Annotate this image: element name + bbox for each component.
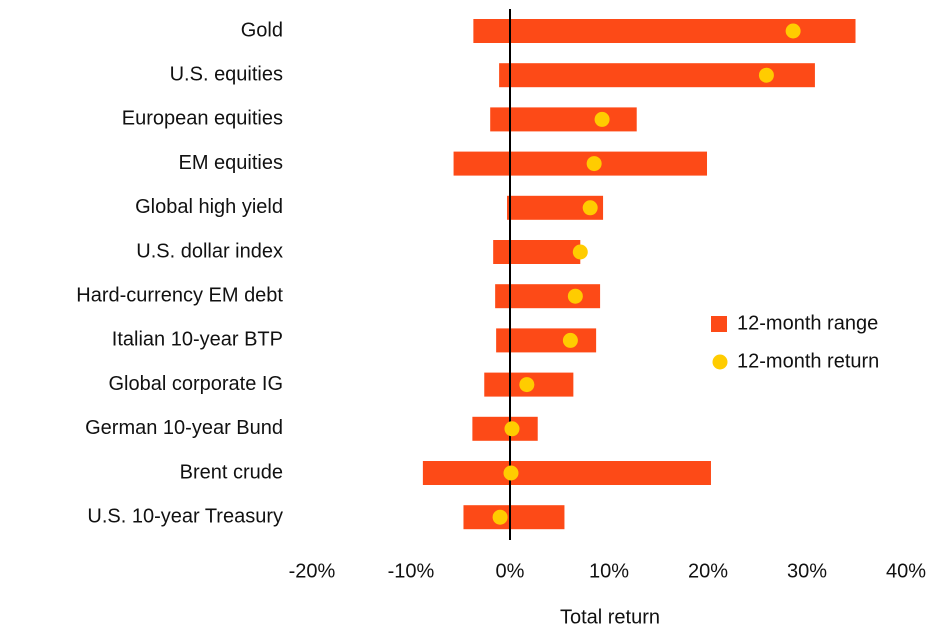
x-tick-label: 20% xyxy=(688,560,728,582)
range-bar xyxy=(453,151,708,176)
y-tick-label: EM equities xyxy=(179,152,284,174)
legend-label: 12-month return xyxy=(737,350,879,372)
range-bar xyxy=(496,328,597,353)
return-dot xyxy=(758,67,774,83)
return-dot xyxy=(567,288,583,304)
return-dot xyxy=(504,421,520,437)
return-dot xyxy=(586,156,602,172)
legend-label: 12-month range xyxy=(737,312,878,334)
y-tick-label: U.S. equities xyxy=(170,63,283,85)
return-dot xyxy=(785,23,801,39)
x-tick-label: -20% xyxy=(289,560,336,582)
return-dot xyxy=(594,111,610,127)
x-tick-label: 0% xyxy=(496,560,525,582)
x-tick-label: 10% xyxy=(589,560,629,582)
y-tick-label: Global high yield xyxy=(135,196,283,218)
legend-swatch xyxy=(712,354,728,370)
x-tick-label: 30% xyxy=(787,560,827,582)
range-bar xyxy=(493,240,581,264)
y-tick-label: Global corporate IG xyxy=(108,373,283,395)
range-bar xyxy=(499,63,815,88)
y-tick-label: U.S. 10-year Treasury xyxy=(87,505,283,527)
return-dot xyxy=(492,509,508,525)
return-dot xyxy=(562,332,578,348)
legend-swatch xyxy=(711,316,727,332)
range-bar xyxy=(490,107,637,132)
range-bar xyxy=(422,461,711,485)
return-dot xyxy=(582,200,598,216)
y-tick-label: German 10-year Bund xyxy=(85,417,283,439)
y-tick-label: European equities xyxy=(122,108,283,130)
range-bar xyxy=(463,505,565,530)
y-tick-label: Gold xyxy=(241,19,283,41)
y-tick-label: Brent crude xyxy=(180,461,283,483)
return-dot xyxy=(503,465,519,481)
y-tick-label: Hard-currency EM debt xyxy=(76,284,283,306)
return-dot xyxy=(519,377,535,393)
x-axis-title: Total return xyxy=(560,606,660,628)
x-tick-label: 40% xyxy=(886,560,926,582)
x-tick-label: -10% xyxy=(388,560,435,582)
y-tick-label: U.S. dollar index xyxy=(136,240,283,262)
y-tick-label: Italian 10-year BTP xyxy=(112,329,283,351)
return-dot xyxy=(572,244,588,260)
